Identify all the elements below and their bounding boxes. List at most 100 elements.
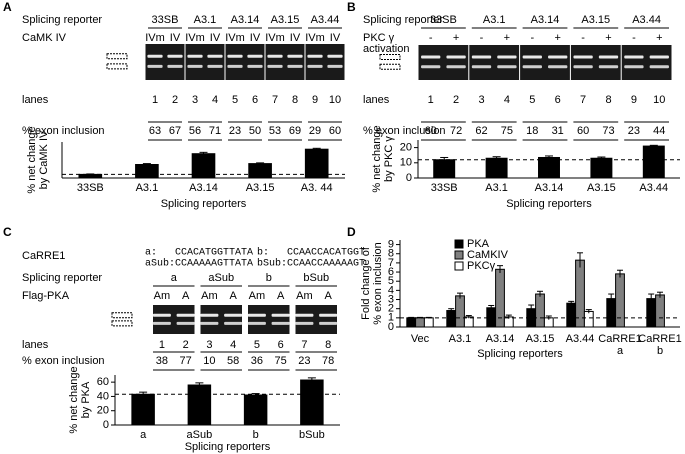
x-tick-label: A3.14 (486, 333, 515, 345)
sequence: CCAACCAAAAAGT (287, 259, 365, 270)
x-tick-label: A3.15 (526, 333, 555, 345)
gel-band-upper (319, 313, 338, 317)
lane-number: 5 (232, 94, 238, 106)
band-marker (111, 320, 133, 327)
lane-number: 8 (605, 94, 611, 106)
lane-number: 5 (254, 339, 260, 351)
treatment: A (229, 290, 237, 302)
y-axis-label: by CaMK IV (38, 130, 50, 189)
y-tick-label: 9 (388, 238, 394, 250)
treatment: + (504, 32, 510, 44)
treatment: IV (170, 32, 181, 44)
treatment: Am (296, 290, 313, 302)
x-tick-label: A3.44 (639, 182, 668, 194)
gel-band-upper (573, 55, 593, 59)
bar (615, 273, 625, 328)
lane-number: 1 (428, 94, 434, 106)
sequence: CCACATGGTTATA (175, 248, 253, 259)
inclusion-value: 31 (552, 125, 564, 137)
lane-number: 2 (183, 339, 189, 351)
y-tick-label: 0 (103, 419, 109, 431)
bar (642, 145, 665, 179)
inclusion-value: 71 (209, 125, 221, 137)
gel-band-lower (167, 64, 183, 68)
lane-number: 9 (312, 94, 318, 106)
treatment: IVm (265, 32, 285, 44)
gel-block (153, 305, 195, 334)
x-tick-label: A3.44 (566, 333, 595, 345)
lane-number: 2 (172, 94, 178, 106)
gel-band-lower (287, 64, 303, 68)
gel-block (570, 45, 621, 80)
bar (590, 157, 613, 179)
gel-block (248, 305, 290, 334)
inclusion-value: 75 (501, 125, 513, 137)
lane-number: 6 (278, 339, 284, 351)
gel-band-lower (598, 65, 619, 69)
inclusion-value: 60 (329, 125, 341, 137)
treatment: - (480, 32, 484, 44)
y-axis-label: % net change (68, 366, 80, 433)
gel-band-lower (247, 321, 266, 325)
treatment: Am (249, 290, 266, 302)
lane-number: 4 (212, 94, 218, 106)
bar (415, 317, 425, 328)
gel-band-lower (548, 65, 568, 69)
bar (433, 159, 456, 179)
inclusion-value: 62 (475, 125, 487, 137)
x-axis-label: Splicing reporters (506, 198, 592, 210)
inclusion-value: 67 (169, 125, 181, 137)
gel-band-lower (224, 321, 243, 325)
gel-band-upper (176, 313, 195, 317)
inclusion-value: 63 (149, 125, 161, 137)
inclusion-value: 77 (180, 355, 192, 367)
reporter-name: A3.15 (271, 14, 300, 26)
treatment: IVm (225, 32, 245, 44)
y-tick-label: 6 (388, 266, 394, 278)
lanes-label: lanes (363, 94, 390, 106)
y-tick-label: 7 (388, 257, 394, 269)
x-axis-label: Splicing reporters (185, 441, 271, 453)
inclusion-label: % exon inclusion (363, 125, 446, 137)
gel-band-upper (327, 54, 343, 58)
x-tick-label: b (657, 345, 663, 357)
reporter-name: A3.44 (311, 14, 340, 26)
lane-number: 10 (329, 94, 341, 106)
bar (243, 394, 268, 426)
y-axis-label: by PKA (80, 381, 92, 418)
treatment: A (182, 290, 190, 302)
y-tick-label: 4 (388, 284, 394, 296)
x-tick-label: A3.14 (535, 182, 564, 194)
lane-number: 3 (192, 94, 198, 106)
bar (406, 317, 417, 328)
gel-band-lower (152, 321, 171, 325)
inclusion-value: 69 (289, 125, 301, 137)
reporter-name: A3.44 (632, 14, 661, 26)
gel-band-upper (224, 313, 243, 317)
x-tick-label: 33SB (77, 182, 104, 194)
gel-band-lower (522, 65, 542, 69)
gel-band-upper (287, 54, 303, 58)
y-axis-label: Fold change of (360, 246, 372, 320)
legend-swatch (454, 261, 464, 271)
sequence-name: a: (145, 248, 157, 259)
panel-letter: C (3, 225, 12, 239)
sequence-name: b: (257, 247, 269, 259)
bar (300, 379, 324, 426)
bar (538, 156, 560, 179)
reporter-name: 33SB (430, 14, 457, 26)
gel-block (185, 44, 225, 80)
y-axis-label: % exon inclusion (372, 242, 384, 325)
gel-band-upper (247, 54, 263, 58)
treatment: IV (210, 32, 221, 44)
reporter-label: Splicing reporter (22, 272, 102, 284)
lane-number: 3 (478, 94, 484, 106)
gel-band-upper (649, 55, 669, 59)
inclusion-value: 29 (309, 125, 321, 137)
band-marker (379, 54, 401, 60)
gel-band-lower (200, 321, 219, 325)
inclusion-value: 73 (602, 125, 614, 137)
gel-block (225, 44, 265, 80)
treatment: IVm (185, 32, 205, 44)
gel-band-lower (267, 64, 283, 68)
